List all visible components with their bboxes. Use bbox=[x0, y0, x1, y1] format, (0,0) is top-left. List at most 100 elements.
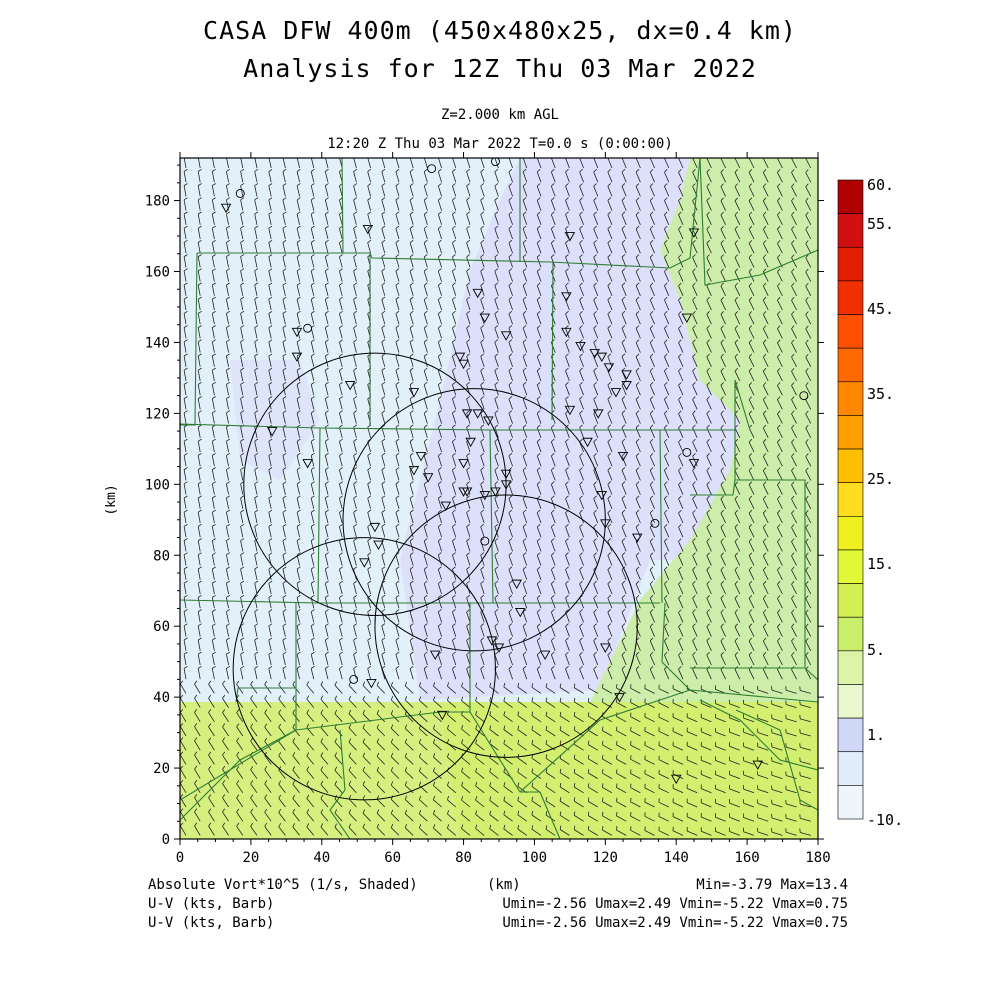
x-tick-label: 100 bbox=[522, 850, 547, 866]
station-markers bbox=[220, 158, 809, 785]
station-triangle-marker bbox=[500, 480, 512, 490]
county-line bbox=[519, 689, 691, 793]
station-triangle-marker bbox=[479, 313, 491, 324]
colorbar-segment bbox=[837, 785, 864, 820]
radar-range-rings bbox=[232, 352, 638, 801]
y-tick-label: 60 bbox=[153, 619, 170, 635]
colorbar-label: 60. bbox=[867, 176, 894, 194]
station-triangle-marker bbox=[266, 427, 278, 437]
x-tick-label: 140 bbox=[664, 850, 689, 866]
time-label: 12:20 Z Thu 03 Mar 2022 T=0.0 s (0:00:00… bbox=[327, 136, 673, 152]
station-triangle-marker bbox=[514, 608, 526, 618]
colorbar-segment bbox=[837, 280, 864, 315]
station-triangle-marker bbox=[688, 459, 700, 469]
station-circle-marker bbox=[480, 536, 490, 546]
wind-label-2: U-V (kts, Barb) bbox=[148, 915, 275, 931]
station-circle-marker bbox=[650, 518, 660, 528]
shade-lavender-west bbox=[230, 360, 320, 480]
county-line bbox=[735, 709, 818, 811]
station-triangle-marker bbox=[408, 388, 420, 398]
y-tick-label: 160 bbox=[145, 265, 170, 281]
station-circle-marker bbox=[349, 674, 359, 684]
station-triangle-marker bbox=[472, 288, 484, 299]
x-tick-label: 40 bbox=[313, 850, 330, 866]
station-triangle-marker bbox=[461, 487, 473, 497]
y-tick-label: 120 bbox=[145, 406, 170, 422]
county-line bbox=[235, 603, 297, 703]
station-triangle-marker bbox=[472, 409, 484, 419]
station-triangle-marker bbox=[291, 327, 303, 338]
axis-ticks: 0 20 40 60 80 100 120 140 160 180 0 20 40 60 80 100 120 1… bbox=[145, 152, 831, 866]
x-tick-label: 120 bbox=[593, 850, 618, 866]
station-triangle-marker bbox=[614, 693, 625, 703]
y-tick-label: 100 bbox=[145, 477, 170, 493]
field-minmax: Min=-3.79 Max=13.4 bbox=[696, 877, 848, 893]
x-tick-label: 80 bbox=[455, 850, 472, 866]
station-triangle-marker bbox=[670, 774, 682, 785]
station-triangle-marker bbox=[500, 331, 512, 341]
station-triangle-marker bbox=[564, 405, 576, 416]
station-circle-marker bbox=[682, 447, 692, 457]
station-triangle-marker bbox=[603, 363, 615, 373]
station-circle-marker bbox=[799, 391, 809, 401]
station-triangle-marker bbox=[437, 710, 448, 721]
colorbar-label: 15. bbox=[867, 555, 894, 573]
station-triangle-marker bbox=[344, 381, 356, 391]
y-axis-label: (km) bbox=[104, 484, 119, 515]
shade-yellow-green-east bbox=[440, 702, 818, 839]
station-triangle-marker bbox=[458, 459, 469, 469]
wind-barbs bbox=[180, 158, 812, 836]
colorbar-segment bbox=[837, 381, 864, 416]
x-tick-label: 0 bbox=[176, 850, 184, 866]
y-tick-label: 20 bbox=[153, 761, 170, 777]
colorbar-label: -10. bbox=[867, 811, 903, 829]
county-line bbox=[539, 791, 561, 839]
station-triangle-marker bbox=[415, 451, 427, 462]
wind-label-1: U-V (kts, Barb) bbox=[148, 896, 275, 912]
station-triangle-marker bbox=[373, 540, 384, 551]
county-line bbox=[690, 430, 806, 669]
station-triangle-marker bbox=[621, 381, 632, 391]
radar-ring bbox=[232, 537, 496, 801]
county-line bbox=[329, 729, 351, 839]
plot-title-line2: Analysis for 12Z Thu 03 Mar 2022 bbox=[243, 54, 757, 83]
colorbar-segment bbox=[837, 684, 864, 719]
county-line bbox=[699, 699, 818, 771]
colorbar-label: 25. bbox=[867, 470, 894, 488]
colorbar-segment bbox=[837, 583, 864, 618]
colorbar-segment bbox=[837, 650, 864, 685]
station-triangle-marker bbox=[631, 533, 643, 543]
station-triangle-marker bbox=[483, 416, 494, 426]
colorbar-segment bbox=[837, 213, 864, 248]
station-circle-marker bbox=[491, 158, 500, 166]
station-triangle-marker bbox=[589, 349, 600, 359]
radar-ring bbox=[374, 494, 638, 758]
station-triangle-marker bbox=[596, 491, 608, 501]
colorbar-segment bbox=[837, 415, 864, 450]
station-triangle-marker bbox=[617, 451, 629, 462]
shade-light-green bbox=[180, 158, 818, 839]
station-triangle-marker bbox=[688, 228, 700, 238]
station-triangle-marker bbox=[610, 388, 622, 398]
station-triangle-marker bbox=[479, 491, 491, 501]
station-triangle-marker bbox=[596, 352, 608, 363]
wind-stats-2: Umin=-2.56 Umax=2.49 Vmin=-5.22 Vmax=0.7… bbox=[502, 915, 848, 931]
station-triangle-marker bbox=[490, 487, 501, 497]
county-line bbox=[659, 429, 663, 604]
county-line bbox=[295, 603, 471, 731]
station-triangle-marker bbox=[458, 359, 469, 370]
station-triangle-marker bbox=[465, 437, 476, 448]
colorbar-segment bbox=[837, 482, 864, 517]
x-tick-label: 60 bbox=[384, 850, 401, 866]
county-line bbox=[804, 667, 818, 681]
station-triangle-marker bbox=[369, 522, 381, 533]
county-line bbox=[690, 479, 736, 496]
station-triangle-marker bbox=[539, 650, 551, 660]
station-triangle-marker bbox=[291, 352, 303, 363]
station-triangle-marker bbox=[561, 292, 572, 302]
station-triangle-marker bbox=[621, 370, 632, 380]
y-tick-label: 80 bbox=[153, 548, 170, 564]
county-line bbox=[489, 429, 494, 604]
vorticity-shading bbox=[180, 158, 818, 839]
y-tick-label: 40 bbox=[153, 690, 170, 706]
